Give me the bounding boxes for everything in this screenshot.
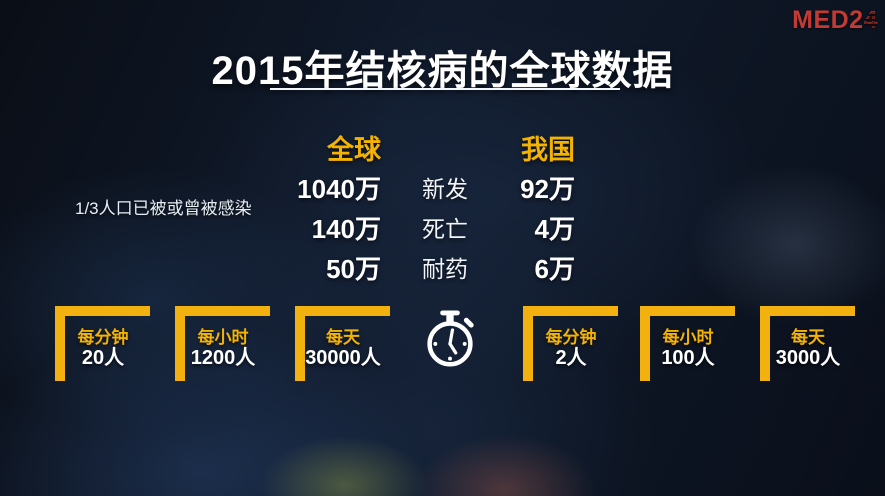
table-cell-china-death: 4万 [534,213,575,244]
column-header-china: 我国 [521,134,575,165]
stat-global-per-day: 每天 30000人 [295,306,391,381]
stat-period: 每分钟 [77,328,129,347]
stat-global-per-minute: 每分钟 20人 [55,306,151,381]
stat-value: 100人 [661,347,715,369]
table-cell-global-resistant: 50万 [326,253,381,284]
table-cell-global-new: 1040万 [297,173,381,204]
logo-text: MED2 [792,6,864,34]
corner-bracket [295,306,390,381]
corner-bracket [523,306,618,381]
table-row-label-new: 新发 [422,176,468,202]
stat-global-per-hour: 每小时 1200人 [175,306,271,381]
comparison-table: 全球 我国 1040万 新发 92万 140万 死亡 4万 50万 耐药 6万 [275,127,575,287]
table-cell-china-new: 92万 [520,173,575,204]
table-cell-china-resistant: 6万 [534,253,575,284]
infection-note: 1/3人口已被或曾被感染 [75,199,252,218]
stat-period: 每天 [326,328,360,347]
stat-period: 每分钟 [545,328,597,347]
corner-bracket [640,306,735,381]
corner-bracket [55,306,150,381]
page-title: 2015年结核病的全球数据 [211,49,674,93]
stat-period: 每天 [791,328,825,347]
stat-value: 20人 [81,347,125,369]
corner-bracket [760,306,855,381]
stat-china-per-hour: 每小时 100人 [640,306,736,381]
table-cell-global-death: 140万 [311,213,381,244]
stat-china-per-minute: 每分钟 2人 [523,306,619,381]
stat-value: 1200人 [190,347,256,369]
med24-logo: MED24 [792,6,878,35]
stat-china-per-day: 每天 3000人 [760,306,856,381]
logo-striped-digit: 4 [863,6,878,34]
corner-bracket [175,306,270,381]
table-row-label-death: 死亡 [422,216,468,242]
table-row-label-resistant: 耐药 [422,256,468,282]
stat-value: 3000人 [775,347,841,369]
stat-value: 30000人 [305,347,381,369]
column-header-global: 全球 [327,134,381,165]
stat-period: 每小时 [662,328,714,347]
title-underline [270,88,620,90]
stat-period: 每小时 [197,328,249,347]
stopwatch-icon [419,308,481,375]
stat-value: 2人 [555,347,587,369]
